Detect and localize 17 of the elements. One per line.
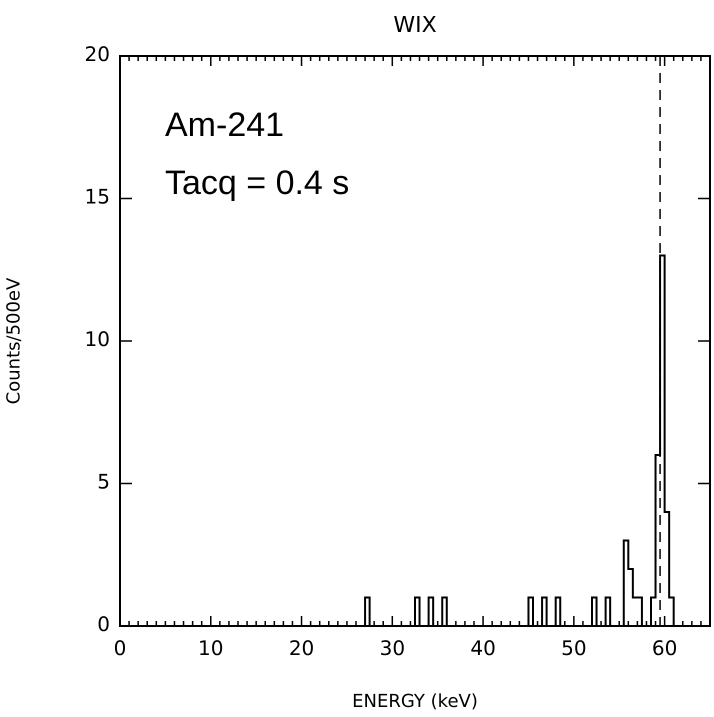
x-tick-label: 20 [288, 636, 314, 660]
y-tick-label: 20 [84, 42, 110, 66]
annotation: Am-241 [165, 106, 284, 144]
x-tick-label: 30 [380, 636, 406, 660]
y-tick-label: 15 [84, 184, 110, 209]
annotation: Tacq = 0.4 s [165, 164, 350, 202]
y-axis-title: Counts/500eV [3, 277, 24, 404]
x-tick-label: 40 [470, 636, 496, 660]
x-tick-label: 10 [198, 636, 224, 660]
x-tick-label: 50 [561, 636, 587, 660]
y-tick-label: 5 [97, 470, 110, 494]
x-tick-label: 0 [114, 636, 126, 660]
chart-title: WIX [393, 13, 437, 38]
y-tick-label: 0 [97, 612, 110, 636]
x-axis-title: ENERGY (keV) [352, 690, 478, 712]
x-tick-label: 60 [652, 636, 678, 660]
y-tick-label: 10 [84, 327, 110, 352]
